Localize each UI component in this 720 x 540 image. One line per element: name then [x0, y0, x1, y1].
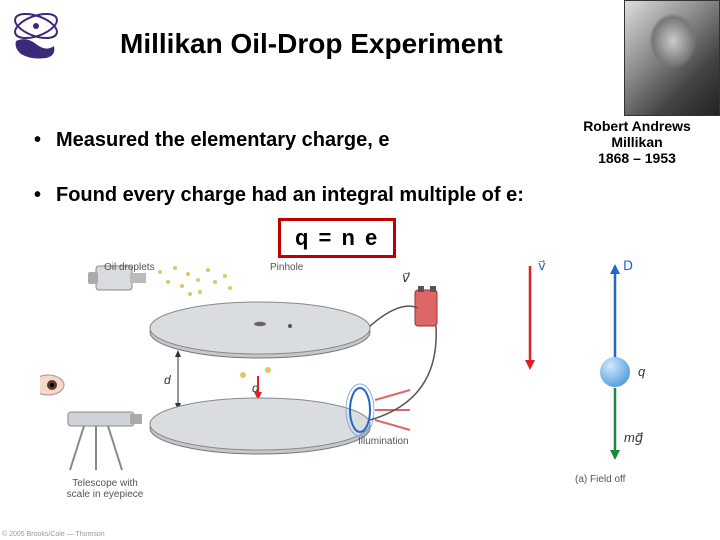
svg-text:q: q — [638, 364, 646, 379]
equation-box: q = n e — [278, 218, 396, 258]
svg-text:d: d — [164, 373, 171, 387]
bullet-item: Found every charge had an integral multi… — [28, 183, 668, 208]
svg-text:mg⃗: mg⃗ — [624, 430, 643, 445]
apparatus-diagram: q d v⃗ — [40, 260, 680, 520]
portrait-name: Robert Andrews Millikan — [583, 118, 691, 150]
svg-text:D⃗: D⃗ — [623, 260, 633, 273]
millikan-portrait — [624, 0, 720, 116]
copyright-credit: © 2005 Brooks/Cole — Thomson — [2, 531, 105, 538]
bullet-item: Measured the elementary charge, e — [28, 128, 548, 153]
label-illumination: Illumination — [358, 436, 409, 447]
label-oil-droplets: Oil droplets — [104, 262, 155, 273]
portrait-caption: Robert Andrews Millikan 1868 – 1953 — [562, 118, 712, 166]
label-pinhole: Pinhole — [270, 262, 303, 273]
svg-text:v⃗: v⃗ — [538, 260, 546, 273]
portrait-years: 1868 – 1953 — [598, 150, 676, 166]
slide-title: Millikan Oil-Drop Experiment — [120, 28, 503, 60]
label-field-off: (a) Field off — [575, 474, 625, 485]
lizard-atom-logo — [6, 6, 66, 61]
svg-text:v⃗: v⃗ — [402, 270, 410, 285]
label-telescope: Telescope with scale in eyepiece — [60, 478, 150, 500]
